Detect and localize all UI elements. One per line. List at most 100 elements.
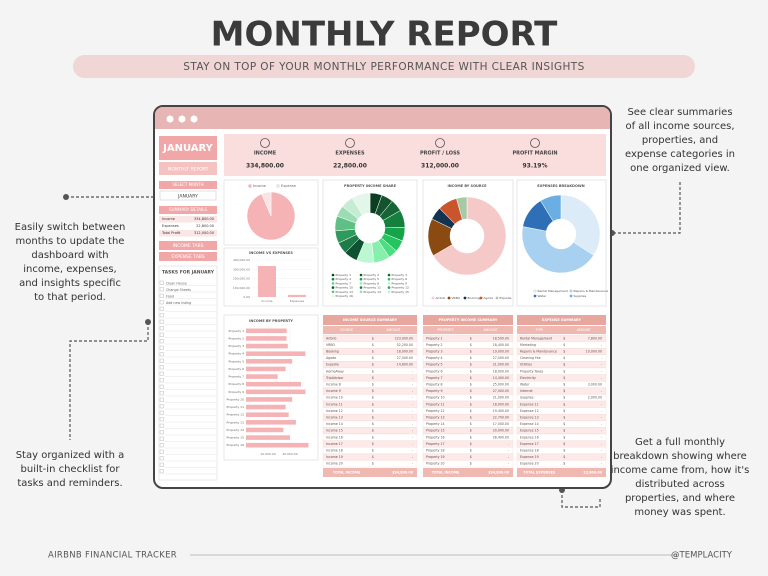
cell-currency: $ xyxy=(372,369,374,373)
cell: 18,400.00 xyxy=(493,343,509,347)
cell: Supplies xyxy=(520,396,534,400)
cell: 223,000.00 xyxy=(395,336,413,340)
income-tabs: INCOME TABS xyxy=(173,243,204,249)
cell-currency: $ xyxy=(470,343,472,347)
table-total xyxy=(517,468,606,477)
x-tick-label: Income xyxy=(261,299,272,303)
cell: - xyxy=(601,455,602,459)
cell-currency: $ xyxy=(372,435,374,439)
legend-swatch xyxy=(359,277,363,281)
legend-label: Property 10 xyxy=(336,286,354,290)
legend-label: Water xyxy=(538,294,548,298)
footer-left: AIRBNB FINANCIAL TRACKER xyxy=(48,551,177,561)
kpi-label: EXPENSES xyxy=(335,151,365,157)
cell-currency: $ xyxy=(372,350,374,354)
cell: Property 2 xyxy=(426,343,443,347)
task-checkbox xyxy=(159,280,164,285)
cell: Expense 15 xyxy=(520,429,539,433)
cell: Property 7 xyxy=(426,376,443,380)
bar xyxy=(246,404,286,410)
task-checkbox xyxy=(159,397,164,402)
kpi-value: 22,800.00 xyxy=(333,163,367,170)
legend-label: Property 4 xyxy=(336,277,352,281)
legend-label: Property 8 xyxy=(364,281,380,285)
task-checkbox xyxy=(159,358,164,363)
legend-swatch xyxy=(431,296,435,300)
legend-swatch xyxy=(387,290,391,294)
cell: - xyxy=(412,396,413,400)
summary-title-box xyxy=(159,206,217,214)
y-tick-label: Property 7 xyxy=(228,375,244,379)
cell: - xyxy=(601,416,602,420)
cell: Income 9 xyxy=(326,389,341,393)
cell-currency: $ xyxy=(470,389,472,393)
legend-swatch xyxy=(569,289,573,293)
cell: 17,000.00 xyxy=(493,422,509,426)
cell-currency: $ xyxy=(563,376,565,380)
y-tick-label: Property 4 xyxy=(228,352,244,356)
cell-currency: $ xyxy=(563,363,565,367)
bar xyxy=(258,266,276,297)
bar xyxy=(246,343,288,349)
bar xyxy=(246,420,296,425)
legend-swatch xyxy=(533,294,537,298)
task-checkbox xyxy=(159,313,164,318)
cell: Property 6 xyxy=(426,369,443,373)
legend-label: Property 3 xyxy=(392,273,408,277)
legend-swatch xyxy=(331,277,335,281)
task-checkbox xyxy=(159,300,164,305)
table-title-bar xyxy=(517,315,606,325)
cell: - xyxy=(412,442,413,446)
y-tick-label: Property 9 xyxy=(228,390,244,394)
table-title: PROPERTY INCOME SUMMARY xyxy=(439,318,498,322)
cell-currency: $ xyxy=(470,462,472,466)
bar xyxy=(246,374,278,379)
cell-currency: $ xyxy=(470,336,472,340)
legend-swatch xyxy=(331,286,335,289)
cell: - xyxy=(508,442,509,446)
cell: - xyxy=(412,389,413,393)
cell: Property Taxes xyxy=(520,369,544,373)
cell: Income 16 xyxy=(326,435,343,439)
total-value: 22,800.00 xyxy=(583,471,602,475)
cell: - xyxy=(412,416,413,420)
task-checkbox xyxy=(159,293,164,298)
cell: - xyxy=(601,409,602,413)
table-row xyxy=(422,460,514,468)
cell-currency: $ xyxy=(470,363,472,367)
tasks-box xyxy=(158,265,218,481)
column-header: AMOUNT xyxy=(577,328,591,332)
task-text: Food xyxy=(166,294,174,298)
legend-label: VRBO xyxy=(452,296,461,300)
cell: - xyxy=(601,442,602,446)
summary-label: Income xyxy=(162,217,175,221)
callout-text: Easily switch between xyxy=(15,222,126,233)
cell: Property 9 xyxy=(426,389,443,393)
cell: Expense 17 xyxy=(520,442,539,446)
summary-value: 334,800.00 xyxy=(194,217,214,221)
callout-text: dashboard with xyxy=(31,250,108,261)
legend-swatch xyxy=(569,294,573,298)
cell: 20,000.00 xyxy=(493,429,509,433)
slice xyxy=(521,226,594,274)
callout-text: Stay organized with a xyxy=(16,450,125,461)
cell-currency: $ xyxy=(563,429,565,433)
cell: Income 19 xyxy=(326,455,343,459)
chart-title: INCOME BY SOURCE xyxy=(447,184,487,188)
legend-swatch xyxy=(447,296,451,300)
cell-currency: $ xyxy=(372,462,374,466)
task-checkbox xyxy=(159,365,164,370)
callout-text: distributed across xyxy=(635,479,725,490)
column-header: TYPE xyxy=(534,328,543,332)
callout-text: properties, and where xyxy=(625,493,735,504)
cell: Income 18 xyxy=(326,449,343,453)
window-dot xyxy=(166,115,174,123)
callout-text: tasks and reminders. xyxy=(17,478,122,489)
cell: Expense 19 xyxy=(520,455,539,459)
total-label: TOTAL EXPENSES xyxy=(523,471,556,475)
cell: Expense 12 xyxy=(520,409,539,413)
y-tick-label: Property 1 xyxy=(228,329,244,333)
income-tabs-box xyxy=(159,241,217,250)
tasks-title: TASKS FOR JANUARY xyxy=(162,270,215,276)
bar xyxy=(246,412,289,417)
